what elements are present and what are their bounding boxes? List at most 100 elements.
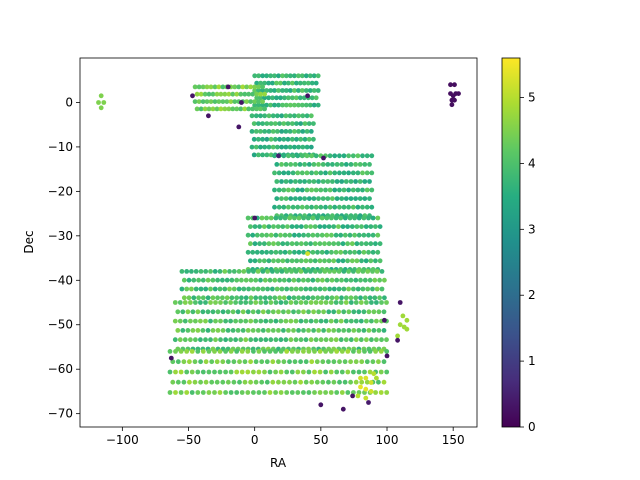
data-point bbox=[245, 232, 251, 238]
data-point bbox=[222, 106, 228, 112]
colorbar-tick-label: 2 bbox=[528, 288, 536, 302]
data-point bbox=[253, 144, 259, 150]
data-point bbox=[245, 215, 251, 221]
data-point bbox=[242, 106, 248, 112]
data-point bbox=[322, 269, 328, 274]
data-point bbox=[375, 232, 381, 238]
y-tick-label: −20 bbox=[48, 184, 73, 198]
data-point bbox=[184, 269, 190, 274]
data-point bbox=[272, 121, 278, 126]
data-point bbox=[189, 369, 195, 375]
data-point bbox=[293, 286, 299, 292]
data-point bbox=[298, 241, 304, 247]
data-point bbox=[366, 215, 371, 221]
data-point bbox=[334, 179, 340, 184]
data-point bbox=[279, 196, 284, 202]
data-point bbox=[293, 300, 299, 305]
data-point bbox=[260, 269, 266, 274]
data-point bbox=[341, 187, 347, 193]
data-point bbox=[354, 224, 360, 230]
data-point bbox=[239, 390, 245, 395]
data-point bbox=[200, 295, 206, 301]
data-point bbox=[206, 369, 212, 375]
data-point bbox=[272, 204, 277, 210]
data-point bbox=[185, 328, 191, 333]
data-point bbox=[283, 337, 289, 343]
data-point bbox=[270, 113, 276, 119]
data-point bbox=[377, 224, 383, 230]
data-point bbox=[217, 349, 223, 354]
data-point bbox=[338, 337, 344, 343]
data-point bbox=[320, 295, 325, 301]
data-point bbox=[206, 106, 212, 112]
data-point bbox=[254, 249, 260, 255]
data-point bbox=[186, 277, 192, 283]
data-point bbox=[278, 369, 284, 375]
data-point bbox=[260, 84, 265, 90]
data-point bbox=[334, 369, 340, 375]
data-point bbox=[369, 337, 374, 343]
data-point bbox=[179, 286, 185, 292]
data-point bbox=[311, 73, 317, 79]
data-point bbox=[268, 300, 274, 305]
data-point bbox=[320, 359, 326, 365]
data-point bbox=[235, 328, 241, 333]
data-point bbox=[360, 269, 366, 274]
data-point bbox=[292, 102, 297, 108]
data-point bbox=[289, 369, 295, 375]
data-point bbox=[358, 337, 364, 343]
data-point bbox=[246, 269, 252, 274]
data-point bbox=[223, 337, 229, 343]
data-point bbox=[251, 121, 257, 126]
data-point bbox=[195, 349, 201, 354]
data-point bbox=[288, 162, 294, 167]
data-point bbox=[334, 277, 340, 283]
data-point bbox=[261, 241, 267, 247]
data-point bbox=[287, 113, 293, 119]
data-point bbox=[278, 390, 284, 395]
data-point bbox=[292, 215, 297, 221]
data-point bbox=[261, 224, 267, 230]
data-point bbox=[286, 170, 291, 176]
data-point bbox=[293, 179, 298, 184]
data-point bbox=[234, 106, 240, 112]
data-point bbox=[189, 349, 195, 354]
data-point bbox=[339, 295, 344, 301]
data-point bbox=[404, 326, 410, 332]
data-point bbox=[278, 215, 283, 221]
data-point bbox=[323, 337, 329, 343]
data-point bbox=[303, 224, 309, 230]
data-point bbox=[381, 379, 387, 385]
data-point bbox=[264, 379, 270, 385]
data-point bbox=[284, 269, 290, 274]
data-point bbox=[371, 371, 377, 377]
data-point bbox=[325, 162, 331, 167]
plot-frame bbox=[79, 57, 478, 428]
data-point bbox=[214, 379, 220, 385]
y-axis-label: Dec bbox=[22, 230, 36, 253]
data-point bbox=[306, 349, 312, 354]
x-tick-label: 150 bbox=[442, 433, 465, 447]
data-point bbox=[343, 295, 349, 301]
data-point bbox=[262, 390, 267, 395]
y-tick-label: −60 bbox=[48, 362, 73, 376]
data-point bbox=[295, 369, 301, 375]
data-point bbox=[291, 295, 297, 301]
data-point bbox=[276, 170, 282, 176]
data-point bbox=[334, 295, 340, 301]
data-point bbox=[348, 196, 354, 202]
data-point bbox=[308, 241, 313, 247]
data-point bbox=[277, 136, 282, 142]
data-point bbox=[320, 277, 325, 283]
data-point bbox=[252, 224, 258, 230]
data-point bbox=[282, 80, 287, 86]
data-point bbox=[369, 153, 375, 159]
data-point bbox=[223, 390, 229, 395]
data-point bbox=[254, 80, 260, 86]
data-point bbox=[337, 170, 342, 176]
data-point bbox=[366, 309, 372, 315]
data-point bbox=[210, 328, 216, 333]
data-point bbox=[279, 269, 285, 274]
data-point bbox=[237, 379, 242, 385]
data-point bbox=[259, 249, 265, 255]
